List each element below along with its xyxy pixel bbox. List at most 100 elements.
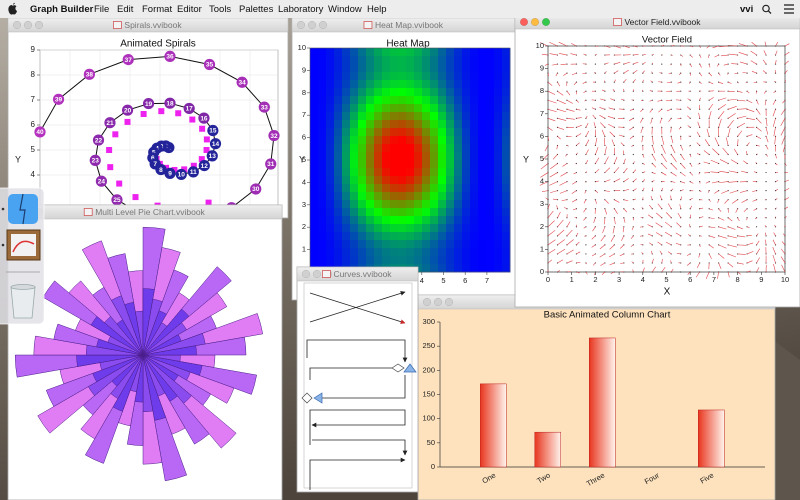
minimize-button[interactable] [530,17,540,27]
heat-cell [478,64,487,73]
field-vector [629,136,634,139]
field-vector [614,79,616,83]
minimize-button[interactable] [433,297,443,307]
heat-cell [430,72,439,81]
zoom-button[interactable] [444,297,454,307]
spotlight-icon[interactable] [762,4,770,13]
heat-cell [382,48,391,57]
trash-icon[interactable] [10,284,36,319]
spiral-point [175,168,187,181]
field-vector [709,226,716,229]
finder-icon[interactable] [8,193,38,225]
menu-item[interactable]: Edit [117,4,134,15]
heat-cell [382,112,391,121]
heat-cell [454,152,463,161]
field-vector [676,253,681,255]
heat-cell [366,176,375,185]
heat-cell [374,128,383,137]
y-tick-label: 2 [540,222,544,231]
heat-cell [430,152,439,161]
field-vector [746,226,750,229]
field-vector [717,271,719,279]
heat-cell [406,152,415,161]
heat-cell [478,184,487,193]
heat-cell [374,88,383,97]
field-vector [557,127,565,130]
field-vector [633,178,637,182]
app-menu[interactable]: Graph Builder [30,4,94,15]
minimize-button[interactable] [312,269,322,279]
heat-cell [414,248,423,257]
spiral-point [164,97,176,109]
close-button[interactable] [296,20,306,30]
heat-cell [374,112,383,121]
heat-cell [486,88,495,97]
menu-item[interactable]: Format [142,4,172,15]
heat-cell [478,208,487,217]
close-button[interactable] [519,17,529,27]
field-vector [763,91,767,94]
heat-cell [438,48,447,57]
spiral-square-point [132,194,139,201]
menu-item[interactable]: Tools [209,4,231,15]
zoom-button[interactable] [34,20,44,30]
heat-cell [494,256,503,265]
spiral-point-label: 16 [200,115,208,122]
field-vector [585,149,589,155]
minimize-button[interactable] [307,20,317,30]
field-vector [642,53,647,56]
heat-cell [390,192,399,201]
heat-cell [374,152,383,161]
close-button[interactable] [12,20,22,30]
menu-item[interactable]: Editor [177,4,202,15]
menu-item[interactable]: Laboratory [278,4,324,15]
field-vector [566,239,574,246]
heat-cell [422,184,431,193]
field-vector [557,248,566,255]
spiral-point-label: 12 [201,163,209,170]
apple-menu[interactable] [8,2,17,15]
heat-cell [494,48,503,57]
heat-cell [318,104,327,113]
window-title: Spirals.vvibook [124,20,182,30]
field-vector [566,108,575,112]
menu-item[interactable]: Help [367,4,387,15]
field-vector [560,63,567,65]
field-vector [780,109,786,115]
menu-item[interactable]: Palettes [239,4,274,15]
field-vector [775,50,778,56]
graph-builder-icon[interactable] [6,229,41,261]
heat-cell [454,200,463,209]
y-tick-label: 9 [31,45,36,54]
field-vector [727,217,733,222]
notification-icon[interactable] [784,4,794,14]
field-vector [631,145,634,147]
close-button[interactable] [422,297,432,307]
field-vector [765,239,767,245]
field-vector [703,161,710,164]
heat-cell [334,144,343,153]
x-tick-label: 1 [570,275,574,284]
heat-cell [342,152,351,161]
user-menu[interactable]: vvi [740,4,753,15]
minimize-button[interactable] [23,20,33,30]
heat-cell [382,120,391,129]
field-vector [677,118,681,120]
menu-item[interactable]: Window [328,4,362,15]
field-vector [604,62,609,65]
field-vector [576,117,582,119]
field-vector [765,127,769,135]
x-tick-label: 5 [441,276,445,285]
close-button[interactable] [301,269,311,279]
heat-cell [454,80,463,89]
heat-cell [342,128,351,137]
zoom-button[interactable] [541,17,551,27]
zoom-button[interactable] [318,20,328,30]
field-vector [772,239,776,246]
menu-item[interactable]: File [94,4,109,15]
heat-cell [390,112,399,121]
field-vector [696,142,700,146]
heat-cell [486,184,495,193]
field-vector [647,224,653,228]
field-vector [599,114,606,119]
